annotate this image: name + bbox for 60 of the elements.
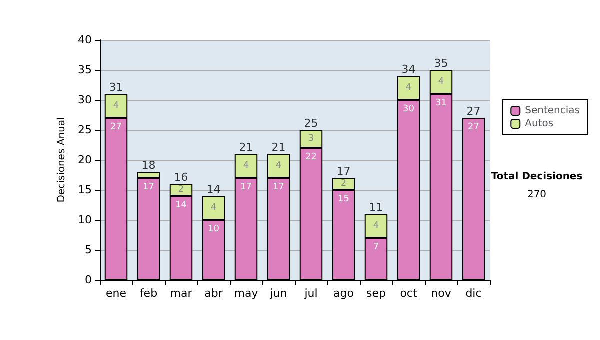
data-label: 17 — [240, 182, 252, 192]
data-label: 31 — [436, 98, 447, 108]
x-tick-label: jun — [269, 287, 288, 300]
x-tick-label: ago — [334, 287, 354, 300]
data-label: 4 — [210, 203, 217, 213]
y-tick-label: 30 — [78, 94, 92, 106]
data-label: 4 — [406, 83, 412, 93]
data-label: 4 — [113, 101, 120, 111]
y-tick-label: 25 — [78, 124, 92, 136]
data-label: 2 — [340, 179, 347, 189]
data-label: 4 — [438, 77, 444, 87]
data-label: 4 — [243, 161, 250, 171]
total-label: 17 — [336, 165, 351, 178]
total-label: 27 — [466, 105, 481, 118]
data-label: 27 — [110, 122, 122, 132]
data-label: 17 — [273, 182, 284, 192]
data-label: 2 — [178, 185, 184, 195]
y-tick-label: 0 — [85, 274, 92, 286]
data-label: 10 — [208, 224, 220, 234]
x-tick-label: feb — [140, 287, 158, 300]
total-label: 34 — [402, 63, 416, 76]
legend-label: Autos — [525, 118, 554, 130]
x-tick-label: oct — [400, 287, 418, 300]
y-tick-label: 20 — [78, 154, 92, 166]
y-tick-label: 15 — [78, 184, 92, 196]
data-label: 22 — [306, 152, 317, 162]
data-label: 15 — [338, 194, 350, 204]
x-tick-label: mar — [170, 287, 193, 300]
text: 270 — [527, 190, 547, 200]
data-label: 17 — [143, 182, 154, 192]
data-label: 4 — [373, 221, 380, 231]
total-label: 14 — [206, 183, 221, 196]
total-label: 18 — [142, 159, 156, 172]
data-label: 14 — [176, 200, 188, 210]
total-label: 21 — [272, 141, 286, 154]
data-label: 27 — [468, 122, 480, 132]
y-axis-title: Decisiones Anual — [56, 117, 68, 203]
x-tick-label: ene — [106, 287, 127, 300]
x-tick-label: abr — [204, 287, 224, 300]
data-label: 30 — [403, 104, 415, 114]
total-label: 11 — [369, 201, 384, 214]
data-label: 4 — [276, 161, 282, 171]
x-tick-label: sep — [366, 287, 386, 300]
y-tick-label: 35 — [78, 64, 92, 76]
y-tick-label: 5 — [85, 244, 92, 256]
x-tick-label: may — [234, 287, 259, 300]
total-label: 35 — [434, 57, 448, 70]
total-label: 25 — [304, 117, 318, 130]
y-tick-label: 40 — [78, 34, 92, 46]
total-label: 31 — [109, 81, 124, 94]
x-tick-label: dic — [466, 287, 482, 300]
total-label: 16 — [174, 171, 188, 184]
x-tick-label: nov — [431, 287, 452, 300]
text: Total Decisiones — [491, 172, 583, 182]
total-label: 21 — [239, 141, 254, 154]
data-label: 3 — [308, 134, 314, 144]
y-tick-label: 10 — [78, 214, 92, 226]
x-tick-label: jul — [304, 287, 318, 300]
data-label: 7 — [373, 242, 380, 252]
legend-label: Sentencias — [525, 106, 580, 116]
